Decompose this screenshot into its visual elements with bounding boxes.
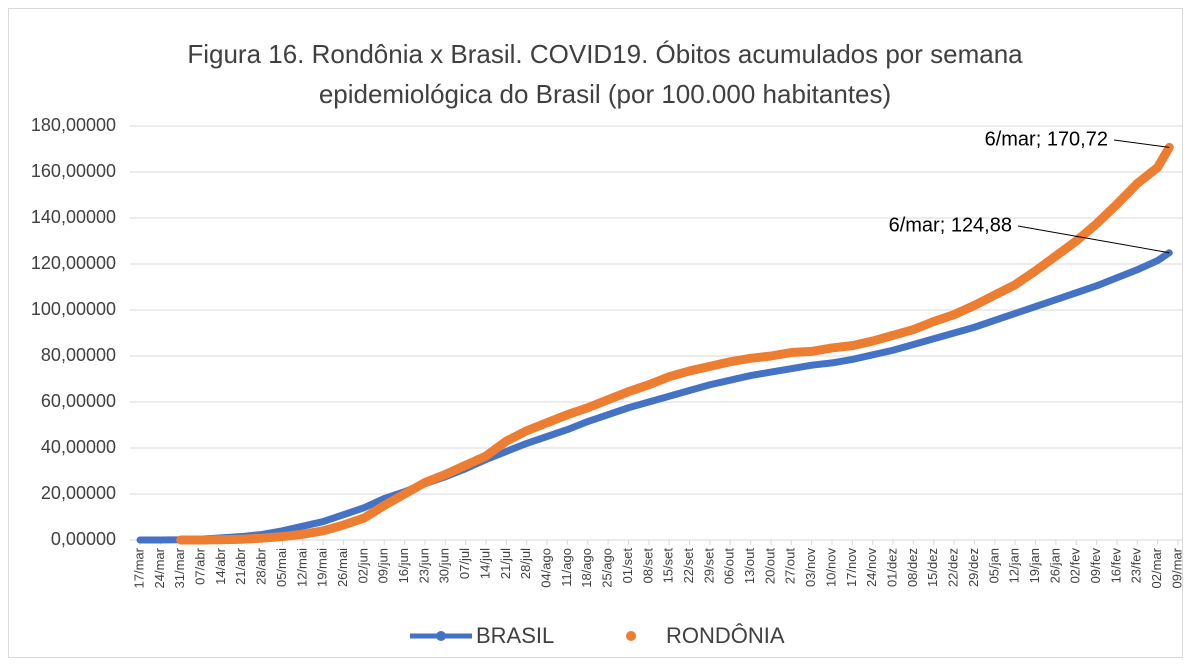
x-tick-label: 24/mar bbox=[152, 547, 167, 588]
y-tick-label: 100,00000 bbox=[31, 299, 116, 319]
x-tick-label: 25/ago bbox=[600, 548, 615, 588]
legend-label: BRASIL bbox=[476, 623, 554, 648]
x-tick-label: 26/jan bbox=[1047, 548, 1062, 583]
x-tick-label: 29/set bbox=[701, 548, 716, 584]
x-tick-label: 19/jan bbox=[1027, 548, 1042, 583]
x-tick-label: 28/jul bbox=[518, 548, 533, 579]
x-tick-label: 07/jul bbox=[457, 548, 472, 579]
x-tick-label: 14/jul bbox=[477, 548, 492, 579]
x-tick-label: 09/fev bbox=[1088, 548, 1103, 584]
x-tick-label: 09/jun bbox=[376, 548, 391, 583]
x-tick-label: 24/nov bbox=[864, 548, 879, 588]
x-tick-label: 23/fev bbox=[1129, 548, 1144, 584]
x-tick-label: 20/out bbox=[762, 548, 777, 585]
y-tick-label: 80,00000 bbox=[41, 345, 116, 365]
x-tick-label: 09/mar bbox=[1169, 547, 1184, 588]
y-tick-label: 60,00000 bbox=[41, 391, 116, 411]
x-tick-label: 14/abr bbox=[213, 547, 228, 585]
y-tick-label: 20,00000 bbox=[41, 483, 116, 503]
series-line bbox=[136, 249, 1173, 544]
x-tick-label: 10/nov bbox=[823, 548, 838, 588]
x-tick-label: 04/ago bbox=[538, 548, 553, 588]
x-tick-label: 08/dez bbox=[905, 548, 920, 587]
x-tick-label: 15/dez bbox=[925, 548, 940, 587]
x-tick-label: 17/mar bbox=[131, 547, 146, 588]
x-tick-label: 19/mai bbox=[315, 548, 330, 587]
x-tick-label: 01/set bbox=[620, 548, 635, 584]
legend-label: RONDÔNIA bbox=[666, 623, 785, 648]
y-tick-label: 40,00000 bbox=[41, 437, 116, 457]
x-tick-label: 02/fev bbox=[1068, 548, 1083, 584]
y-tick-label: 160,00000 bbox=[31, 161, 116, 181]
annotation: 6/mar; 170,72 bbox=[985, 128, 1108, 150]
x-tick-label: 01/dez bbox=[884, 548, 899, 587]
x-tick-label: 21/abr bbox=[233, 547, 248, 585]
annotation: 6/mar; 124,88 bbox=[889, 214, 1012, 236]
x-tick-label: 16/fev bbox=[1108, 548, 1123, 584]
annotation-leader bbox=[1113, 139, 1170, 148]
x-tick-label: 21/jul bbox=[498, 548, 513, 579]
legend-marker bbox=[626, 631, 636, 641]
y-tick-label: 140,00000 bbox=[31, 207, 116, 227]
x-tick-label: 16/jun bbox=[396, 548, 411, 583]
x-tick-label: 15/set bbox=[661, 548, 676, 584]
x-tick-label: 12/mai bbox=[294, 548, 309, 587]
x-tick-label: 05/jan bbox=[986, 548, 1001, 583]
x-tick-label: 07/abr bbox=[192, 547, 207, 585]
x-tick-label: 12/jan bbox=[1007, 548, 1022, 583]
x-tick-label: 29/dez bbox=[966, 548, 981, 587]
y-tick-label: 120,00000 bbox=[31, 253, 116, 273]
x-tick-label: 22/set bbox=[681, 548, 696, 584]
legend-marker bbox=[436, 631, 446, 641]
x-tick-label: 31/mar bbox=[172, 547, 187, 588]
x-tick-label: 22/dez bbox=[946, 548, 961, 587]
y-tick-label: 180,00000 bbox=[31, 115, 116, 135]
annotation-leader bbox=[1017, 225, 1170, 254]
series-line bbox=[176, 142, 1174, 545]
y-tick-label: 0,00000 bbox=[51, 529, 116, 549]
x-tick-label: 08/set bbox=[640, 548, 655, 584]
x-tick-label: 03/nov bbox=[803, 548, 818, 588]
x-tick-label: 02/jun bbox=[355, 548, 370, 583]
x-tick-label: 27/out bbox=[783, 548, 798, 585]
x-tick-label: 26/mai bbox=[335, 548, 350, 587]
x-tick-label: 28/abr bbox=[254, 547, 269, 585]
x-tick-label: 11/ago bbox=[559, 548, 574, 587]
frame bbox=[8, 8, 1183, 658]
x-tick-label: 30/jun bbox=[437, 548, 452, 583]
x-tick-label: 13/out bbox=[742, 548, 757, 585]
x-tick-label: 05/mai bbox=[274, 548, 289, 587]
x-tick-label: 18/ago bbox=[579, 548, 594, 588]
chart-title: Figura 16. Rondônia x Brasil. COVID19. Ó… bbox=[187, 39, 1023, 109]
x-tick-label: 17/nov bbox=[844, 548, 859, 588]
x-tick-label: 23/jun bbox=[416, 548, 431, 583]
x-tick-label: 02/mar bbox=[1149, 547, 1164, 588]
x-tick-label: 06/out bbox=[722, 548, 737, 585]
